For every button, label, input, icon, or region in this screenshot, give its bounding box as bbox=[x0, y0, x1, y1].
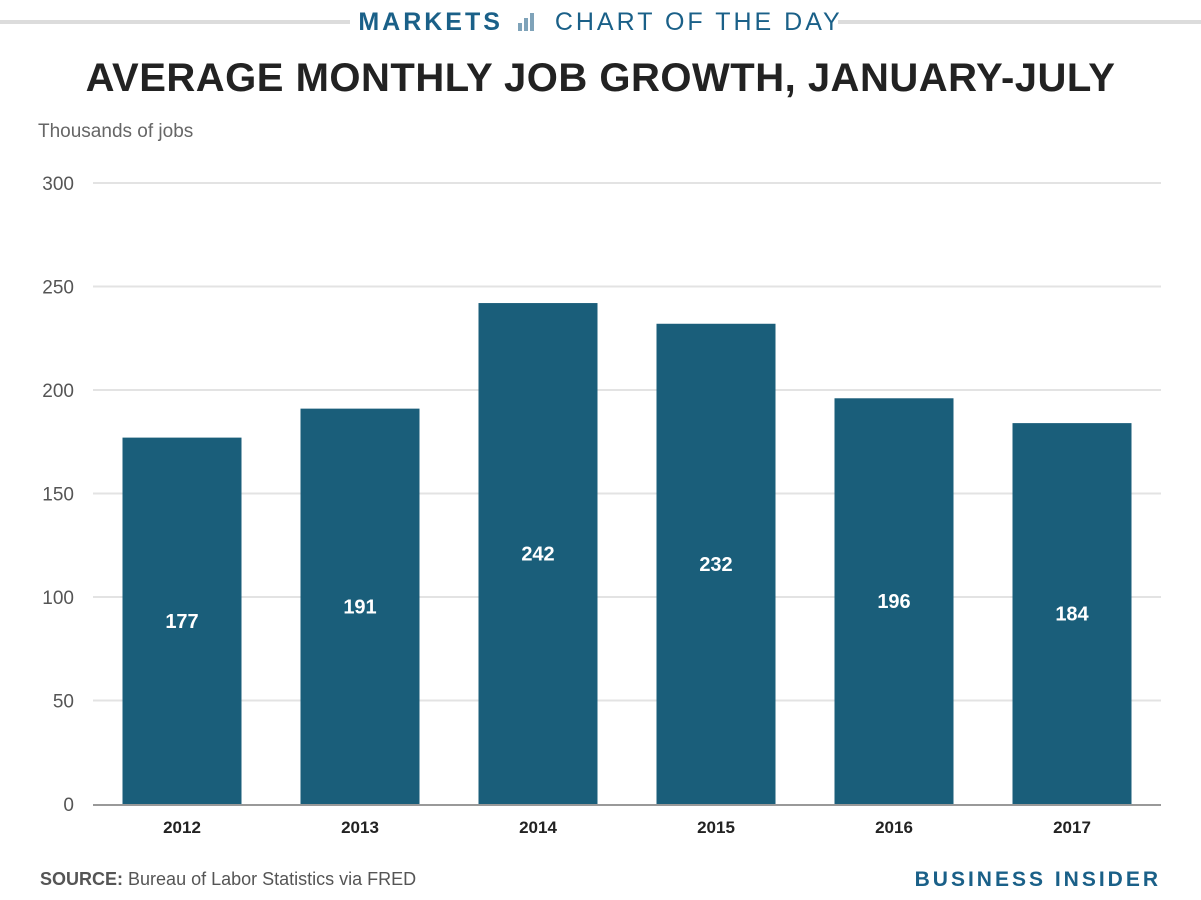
y-tick-label: 100 bbox=[42, 588, 74, 609]
banner-divider-left bbox=[0, 20, 350, 24]
source-label: SOURCE: bbox=[40, 869, 124, 889]
x-tick-label: 2015 bbox=[697, 818, 735, 837]
x-tick-label: 2014 bbox=[519, 818, 557, 837]
bar bbox=[1012, 423, 1132, 804]
x-tick-label: 2012 bbox=[163, 818, 201, 837]
y-tick-label: 0 bbox=[63, 795, 74, 816]
bar-value-label: 242 bbox=[521, 544, 554, 566]
x-tick-label: 2017 bbox=[1053, 818, 1091, 837]
y-tick-label: 150 bbox=[42, 485, 74, 506]
bar-chart-icon bbox=[517, 13, 536, 31]
bar-value-label: 177 bbox=[165, 611, 198, 633]
banner-series-name: CHART OF THE DAY bbox=[554, 8, 843, 36]
brand-logo: BUSINESS INSIDER bbox=[914, 868, 1161, 891]
banner-divider-right bbox=[838, 20, 1201, 24]
bar-value-label: 196 bbox=[877, 591, 910, 613]
bar-value-label: 191 bbox=[343, 596, 376, 618]
banner-section: MARKETS bbox=[358, 8, 503, 36]
chart-of-the-day-banner: MARKETS CHART OF THE DAY bbox=[0, 6, 1201, 38]
y-tick-label: 50 bbox=[53, 692, 74, 713]
bar-value-label: 232 bbox=[699, 554, 732, 576]
y-axis-unit-label: Thousands of jobs bbox=[38, 121, 194, 142]
bar-value-label: 184 bbox=[1055, 604, 1089, 626]
source-note: SOURCE: Bureau of Labor Statistics via F… bbox=[40, 869, 416, 890]
y-tick-label: 300 bbox=[42, 174, 74, 195]
bar bbox=[122, 437, 242, 804]
bar bbox=[300, 408, 420, 804]
bar bbox=[478, 303, 598, 804]
x-tick-label: 2013 bbox=[341, 818, 379, 837]
x-tick-label: 2016 bbox=[875, 818, 913, 837]
bar bbox=[656, 323, 776, 804]
source-text: Bureau of Labor Statistics via FRED bbox=[128, 869, 417, 889]
banner-text: MARKETS CHART OF THE DAY bbox=[0, 6, 1201, 38]
chart-title: AVERAGE MONTHLY JOB GROWTH, JANUARY-JULY bbox=[85, 56, 1116, 100]
y-tick-label: 200 bbox=[42, 381, 74, 402]
y-tick-label: 250 bbox=[42, 278, 74, 299]
bar bbox=[834, 398, 954, 804]
